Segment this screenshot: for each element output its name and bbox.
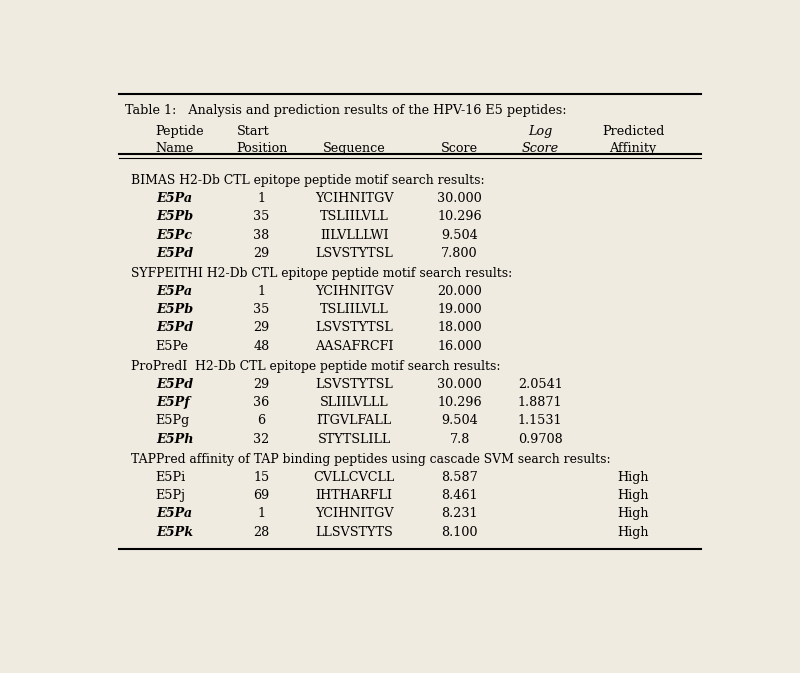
Text: E5Pj: E5Pj	[156, 489, 186, 502]
Text: 29: 29	[253, 378, 270, 391]
Text: Predicted: Predicted	[602, 125, 664, 139]
Text: 8.231: 8.231	[442, 507, 478, 520]
Text: High: High	[618, 471, 649, 484]
Text: 18.000: 18.000	[438, 322, 482, 334]
Text: E5Pa: E5Pa	[156, 192, 192, 205]
Text: 19.000: 19.000	[438, 304, 482, 316]
Text: ITGVLFALL: ITGVLFALL	[317, 415, 392, 427]
Text: LSVSTYTSL: LSVSTYTSL	[315, 378, 393, 391]
Text: E5Pk: E5Pk	[156, 526, 193, 538]
Text: 2.0541: 2.0541	[518, 378, 562, 391]
Text: 10.296: 10.296	[438, 210, 482, 223]
Text: CVLLCVCLL: CVLLCVCLL	[314, 471, 395, 484]
Text: IHTHARFLI: IHTHARFLI	[316, 489, 393, 502]
Text: 35: 35	[253, 210, 270, 223]
Text: Log: Log	[528, 125, 552, 139]
Text: ProPredI  H2-Db CTL epitope peptide motif search results:: ProPredI H2-Db CTL epitope peptide motif…	[131, 360, 501, 373]
Text: 20.000: 20.000	[438, 285, 482, 298]
Text: 30.000: 30.000	[438, 192, 482, 205]
Text: 32: 32	[253, 433, 270, 446]
Text: Score: Score	[522, 141, 558, 155]
Text: 35: 35	[253, 304, 270, 316]
Text: E5Pd: E5Pd	[156, 378, 193, 391]
Text: IILVLLLWI: IILVLLLWI	[320, 229, 389, 242]
Text: YCIHNITGV: YCIHNITGV	[315, 507, 394, 520]
Text: 48: 48	[253, 340, 270, 353]
Text: 1: 1	[258, 192, 266, 205]
Text: 30.000: 30.000	[438, 378, 482, 391]
Text: E5Pb: E5Pb	[156, 304, 193, 316]
Text: SLIILVLLL: SLIILVLLL	[320, 396, 389, 409]
Text: E5Pe: E5Pe	[156, 340, 189, 353]
Text: 28: 28	[253, 526, 270, 538]
Text: 1: 1	[258, 285, 266, 298]
Text: High: High	[618, 507, 649, 520]
Text: 9.504: 9.504	[442, 415, 478, 427]
Text: Affinity: Affinity	[610, 141, 657, 155]
Text: High: High	[618, 489, 649, 502]
Text: E5Pd: E5Pd	[156, 247, 193, 260]
Text: Sequence: Sequence	[323, 141, 386, 155]
Text: E5Pg: E5Pg	[156, 415, 190, 427]
Text: 1: 1	[258, 507, 266, 520]
Text: STYTSLILL: STYTSLILL	[318, 433, 391, 446]
Text: LLSVSTYTS: LLSVSTYTS	[315, 526, 393, 538]
Text: Score: Score	[441, 141, 478, 155]
Text: 1.1531: 1.1531	[518, 415, 562, 427]
Text: LSVSTYTSL: LSVSTYTSL	[315, 247, 393, 260]
Text: E5Pb: E5Pb	[156, 210, 193, 223]
Text: E5Pa: E5Pa	[156, 507, 192, 520]
Text: Name: Name	[156, 141, 194, 155]
Text: AASAFRCFI: AASAFRCFI	[315, 340, 394, 353]
Text: E5Pf: E5Pf	[156, 396, 190, 409]
Text: 9.504: 9.504	[442, 229, 478, 242]
Text: 1.8871: 1.8871	[518, 396, 562, 409]
Text: 6: 6	[257, 415, 266, 427]
Text: High: High	[618, 526, 649, 538]
Text: BIMAS H2-Db CTL epitope peptide motif search results:: BIMAS H2-Db CTL epitope peptide motif se…	[131, 174, 485, 187]
Text: 8.461: 8.461	[442, 489, 478, 502]
Text: E5Pa: E5Pa	[156, 285, 192, 298]
Text: E5Pd: E5Pd	[156, 322, 193, 334]
Text: 7.800: 7.800	[442, 247, 478, 260]
Text: 8.100: 8.100	[442, 526, 478, 538]
Text: SYFPEITHI H2-Db CTL epitope peptide motif search results:: SYFPEITHI H2-Db CTL epitope peptide moti…	[131, 267, 512, 280]
Text: 69: 69	[253, 489, 270, 502]
Text: YCIHNITGV: YCIHNITGV	[315, 285, 394, 298]
Text: 7.8: 7.8	[450, 433, 470, 446]
Text: 0.9708: 0.9708	[518, 433, 562, 446]
Text: E5Ph: E5Ph	[156, 433, 194, 446]
Text: 16.000: 16.000	[438, 340, 482, 353]
Text: Table 1:   Analysis and prediction results of the HPV-16 E5 peptides:: Table 1: Analysis and prediction results…	[125, 104, 566, 117]
Text: Start: Start	[237, 125, 269, 139]
Text: 38: 38	[253, 229, 270, 242]
Text: 10.296: 10.296	[438, 396, 482, 409]
Text: TSLIILVLL: TSLIILVLL	[320, 304, 389, 316]
Text: LSVSTYTSL: LSVSTYTSL	[315, 322, 393, 334]
Text: YCIHNITGV: YCIHNITGV	[315, 192, 394, 205]
Text: 29: 29	[253, 322, 270, 334]
Text: 8.587: 8.587	[442, 471, 478, 484]
Text: 36: 36	[253, 396, 270, 409]
Text: 29: 29	[253, 247, 270, 260]
Text: TAPPred affinity of TAP binding peptides using cascade SVM search results:: TAPPred affinity of TAP binding peptides…	[131, 453, 610, 466]
Text: Peptide: Peptide	[156, 125, 205, 139]
Text: Position: Position	[237, 141, 288, 155]
Text: E5Pc: E5Pc	[156, 229, 192, 242]
Text: 15: 15	[253, 471, 270, 484]
Text: TSLIILVLL: TSLIILVLL	[320, 210, 389, 223]
Text: E5Pi: E5Pi	[156, 471, 186, 484]
